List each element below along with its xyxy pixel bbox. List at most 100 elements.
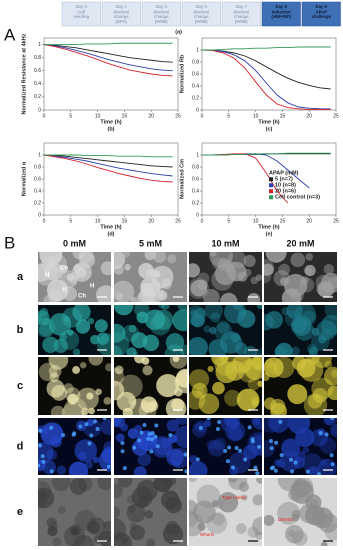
texture-blob (228, 252, 247, 269)
texture-blob (208, 339, 228, 355)
timeline-box (101, 1, 141, 27)
nucleus (122, 466, 127, 471)
texture-blob (207, 365, 214, 372)
texture-blob (166, 419, 179, 432)
series-line (43, 44, 173, 77)
texture-blob (114, 264, 124, 275)
texture-blob (130, 296, 137, 302)
texture-blob (147, 400, 159, 412)
nucleus (324, 432, 329, 437)
y-tick-label: 0.2 (34, 200, 41, 206)
micrograph-texture (114, 357, 187, 415)
texture-blob (198, 393, 220, 414)
x-tick-label: 15 (280, 218, 286, 224)
timeline-text: Induction (272, 10, 291, 15)
texture-blob (68, 461, 89, 475)
nucleus (225, 459, 230, 464)
texture-blob (214, 322, 233, 341)
nucleus (61, 433, 66, 438)
nucleus (149, 449, 154, 454)
texture-blob (156, 373, 180, 398)
texture-blob (213, 437, 227, 451)
column-header: 20 mM (286, 238, 314, 248)
texture-blob (74, 439, 98, 462)
texture-blob (291, 509, 301, 519)
texture-blob (209, 326, 217, 335)
texture-blob (243, 357, 262, 380)
nucleus (274, 440, 279, 445)
nucleus (215, 427, 220, 432)
texture-blob (72, 348, 81, 355)
nucleus (71, 432, 76, 437)
texture-blob (39, 252, 63, 266)
texture-blob (203, 325, 211, 333)
legend-swatch (269, 183, 273, 188)
y-tick-label: 0.2 (34, 94, 41, 100)
micrograph-texture (264, 305, 337, 355)
nucleus (198, 426, 203, 431)
texture-blob (105, 363, 111, 372)
y-axis-label: Normalized Resistance at 4kHz (21, 33, 27, 114)
texture-blob (100, 261, 111, 276)
texture-blob (189, 478, 197, 483)
texture-blob (163, 478, 177, 487)
texture-blob (115, 292, 124, 300)
texture-blob (114, 323, 126, 343)
nucleus (195, 457, 200, 462)
texture-blob (46, 517, 57, 528)
texture-blob (174, 370, 187, 394)
texture-blob (192, 422, 207, 438)
micrograph-texture (114, 252, 177, 302)
series-line (43, 44, 173, 63)
texture-blob (81, 407, 89, 415)
x-axis-label: Time (h) (100, 119, 121, 125)
texture-blob (122, 252, 131, 258)
texture-blob (84, 460, 93, 469)
texture-blob (40, 422, 64, 446)
texture-blob (292, 530, 308, 546)
texture-blob (116, 391, 137, 412)
texture-blob (251, 396, 260, 405)
nucleus (132, 445, 137, 450)
texture-blob (255, 274, 262, 282)
texture-blob (264, 514, 275, 526)
x-tick-label: 20 (148, 218, 154, 224)
texture-blob (204, 305, 223, 320)
y-tick-label: 0.8 (192, 164, 199, 170)
texture-blob (165, 521, 180, 536)
micrograph-texture (38, 357, 111, 415)
y-axis-label: Normalized Cm (179, 159, 185, 199)
texture-blob (100, 418, 111, 436)
timeline-box (181, 1, 221, 27)
column-header: 5 mM (139, 238, 162, 248)
texture-blob (127, 505, 136, 513)
texture-blob (264, 357, 284, 378)
micrograph-texture (189, 357, 262, 414)
texture-blob (137, 452, 152, 467)
texture-blob (189, 263, 200, 278)
texture-blob (202, 288, 220, 302)
texture-blob (243, 254, 256, 268)
texture-blob (287, 418, 311, 434)
timeline-text: (HMM) (155, 19, 168, 24)
y-tick-label: 0.6 (34, 176, 41, 182)
texture-blob (257, 380, 262, 387)
texture-blob (251, 516, 262, 536)
texture-blob (283, 273, 308, 298)
nucleus (223, 448, 228, 453)
nucleus (273, 468, 278, 473)
texture-blob (142, 365, 153, 376)
texture-blob (144, 252, 156, 261)
texture-blob (44, 262, 63, 281)
timeline-text: change (154, 14, 169, 19)
texture-blob (61, 402, 85, 415)
series-line (44, 42, 173, 45)
texture-blob (52, 537, 62, 546)
texture-blob (264, 418, 282, 433)
timeline-day: Day 0 (76, 4, 88, 9)
legend-swatch (269, 177, 273, 182)
texture-blob (211, 268, 234, 291)
row-label: a (17, 271, 24, 283)
texture-blob (153, 438, 171, 456)
texture-blob (206, 439, 217, 450)
